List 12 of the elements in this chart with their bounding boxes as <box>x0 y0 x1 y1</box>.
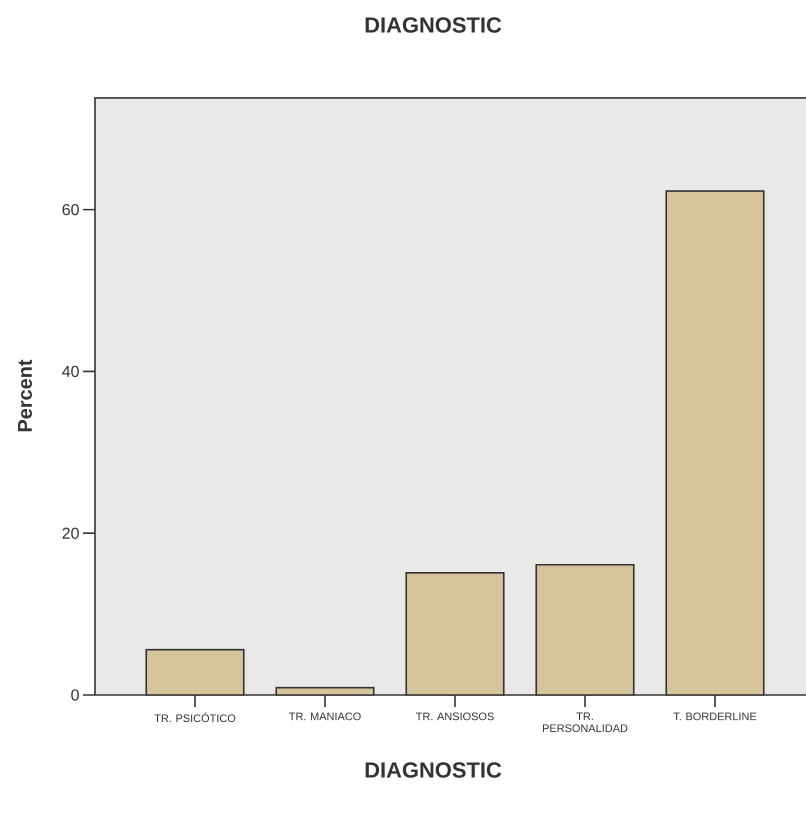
y-tick-label: 0 <box>71 689 79 701</box>
y-tick-label: 60 <box>62 204 79 216</box>
x-tick-label: TR. PSICÓTICO <box>154 712 236 722</box>
chart-title: DIAGNOSTIC <box>366 17 502 33</box>
x-tick-label: TR. MANIACO <box>289 712 361 720</box>
y-axis-title: Percent <box>18 360 32 432</box>
y-tick-label: 20 <box>62 528 79 539</box>
x-tick-label: TR. ANSIOSOS <box>416 712 494 720</box>
x-tick-label: TR. PERSONALIDAD <box>542 712 628 732</box>
x-tick-label: T. BORDERLINE <box>674 712 756 720</box>
x-axis-title: DIAGNOSTIC <box>366 762 502 778</box>
y-tick-label: 40 <box>62 366 79 378</box>
